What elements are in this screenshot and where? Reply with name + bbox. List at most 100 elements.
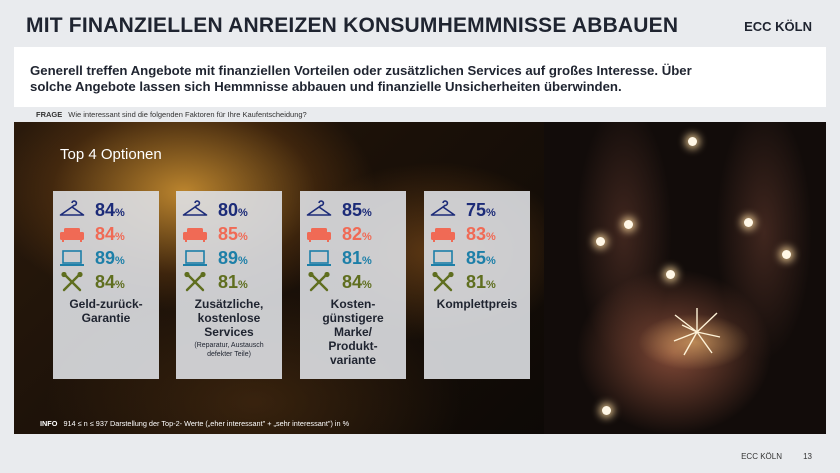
option-card: 75% 83% 85% 81% Komplettpreis	[424, 191, 530, 379]
option-label: Geld-zurück- Garantie	[53, 297, 159, 325]
percentage-number: 83	[466, 224, 487, 244]
intro-box: Generell treffen Angebote mit finanziell…	[14, 47, 826, 107]
clothes-hanger-icon	[182, 200, 208, 220]
option-value-row: 84%	[300, 271, 406, 293]
sofa-icon	[430, 224, 456, 244]
footer-brand: ECC KÖLN	[741, 452, 782, 461]
percentage-number: 84	[342, 272, 363, 292]
info-line: INFO 914 ≤ n ≤ 937 Darstellung der Top-2-…	[40, 419, 349, 428]
percentage-number: 81	[218, 272, 239, 292]
option-label: Zusätzliche, kostenlose Services (Reparatur…	[176, 297, 282, 359]
percentage-value: 84%	[342, 271, 372, 296]
tools-icon	[182, 271, 208, 292]
option-label: Kosten-günstigere Marke/Produkt-variante	[300, 297, 406, 367]
page-title: MIT FINANZIELLEN ANREIZEN KONSUMHEMMNISS…	[26, 14, 679, 37]
option-label-line: Services	[204, 325, 254, 339]
percent-sign: %	[238, 231, 248, 243]
percentage-value: 82%	[342, 223, 372, 248]
option-value-row: 81%	[300, 247, 406, 269]
percentage-value: 81%	[342, 247, 372, 272]
percentage-number: 89	[95, 248, 116, 268]
percent-sign: %	[486, 279, 496, 291]
percent-sign: %	[362, 255, 372, 267]
brand-logo: ECC KÖLN	[744, 19, 812, 34]
percentage-number: 89	[218, 248, 239, 268]
percent-sign: %	[362, 279, 372, 291]
clothes-hanger-icon	[430, 200, 456, 220]
percentage-number: 82	[342, 224, 363, 244]
light-dot	[688, 137, 697, 146]
info-text: 914 ≤ n ≤ 937 Darstellung der Top-2- Wer…	[63, 419, 350, 428]
option-label-line: Kosten-	[330, 297, 376, 311]
percentage-value: 85%	[466, 247, 496, 272]
percentage-value: 89%	[218, 247, 248, 272]
light-dot	[602, 406, 611, 415]
page-number: 13	[803, 452, 812, 461]
percentage-number: 75	[466, 200, 487, 220]
sofa-icon	[182, 224, 208, 244]
percentage-value: 80%	[218, 199, 248, 224]
sparkler-icon	[673, 308, 721, 356]
option-value-row: 84%	[53, 271, 159, 293]
question-text: Wie interessant sind die folgenden Fakto…	[68, 110, 307, 119]
laptop-icon	[59, 248, 85, 268]
light-dot	[782, 250, 791, 259]
percent-sign: %	[486, 231, 496, 243]
percentage-value: 89%	[95, 247, 125, 272]
light-dot	[624, 220, 633, 229]
sofa-icon	[59, 224, 85, 244]
percent-sign: %	[115, 255, 125, 267]
options-heading: Top 4 Optionen	[60, 146, 162, 163]
percentage-number: 84	[95, 272, 116, 292]
option-value-row: 85%	[176, 223, 282, 245]
option-label-line: Geld-zurück-	[69, 297, 143, 311]
percentage-number: 81	[342, 248, 363, 268]
laptop-icon	[430, 248, 456, 268]
percentage-value: 81%	[466, 271, 496, 296]
sofa-icon	[306, 224, 332, 244]
percentage-value: 75%	[466, 199, 496, 224]
info-label: INFO	[40, 419, 58, 428]
percentage-number: 85	[466, 248, 487, 268]
option-card: 80% 85% 89% 81% Zusätzliche, kostenlose Servic…	[176, 191, 282, 379]
option-value-row: 82%	[300, 223, 406, 245]
percentage-value: 85%	[342, 199, 372, 224]
percentage-value: 85%	[218, 223, 248, 248]
percent-sign: %	[362, 231, 372, 243]
option-label: Komplettpreis	[424, 297, 530, 311]
clothes-hanger-icon	[306, 200, 332, 220]
option-label-line: variante	[329, 353, 377, 367]
tools-icon	[59, 271, 85, 292]
percent-sign: %	[115, 207, 125, 219]
results-panel: Top 4 Optionen 84% 84% 89% 84% Geld-zurück- G…	[14, 122, 826, 434]
option-label-line: kostenlose	[197, 311, 261, 325]
option-sublabel: defekter Teile)	[207, 351, 251, 358]
option-label-line: Produkt-	[328, 339, 378, 353]
percentage-value: 84%	[95, 223, 125, 248]
percentage-value: 81%	[218, 271, 248, 296]
option-value-row: 89%	[176, 247, 282, 269]
option-value-row: 81%	[176, 271, 282, 293]
option-label-line: Zusätzliche,	[194, 297, 264, 311]
option-value-row: 85%	[300, 199, 406, 221]
light-dot	[744, 218, 753, 227]
percent-sign: %	[115, 279, 125, 291]
percentage-value: 84%	[95, 271, 125, 296]
percent-sign: %	[238, 279, 248, 291]
percentage-number: 85	[342, 200, 363, 220]
intro-line-1: Generell treffen Angebote mit finanziell…	[30, 63, 692, 78]
light-dot	[666, 270, 675, 279]
option-sublabel: (Reparatur, Austausch	[194, 342, 264, 349]
tools-icon	[430, 271, 456, 292]
option-label-line: Marke/	[333, 325, 373, 339]
question-label: FRAGE	[36, 110, 63, 119]
percent-sign: %	[486, 207, 496, 219]
option-value-row: 85%	[424, 247, 530, 269]
option-value-row: 84%	[53, 199, 159, 221]
percentage-number: 81	[466, 272, 487, 292]
tools-icon	[306, 271, 332, 292]
percentage-number: 80	[218, 200, 239, 220]
option-card: 84% 84% 89% 84% Geld-zurück- Garantie	[53, 191, 159, 379]
percentage-value: 84%	[95, 199, 125, 224]
option-value-row: 83%	[424, 223, 530, 245]
